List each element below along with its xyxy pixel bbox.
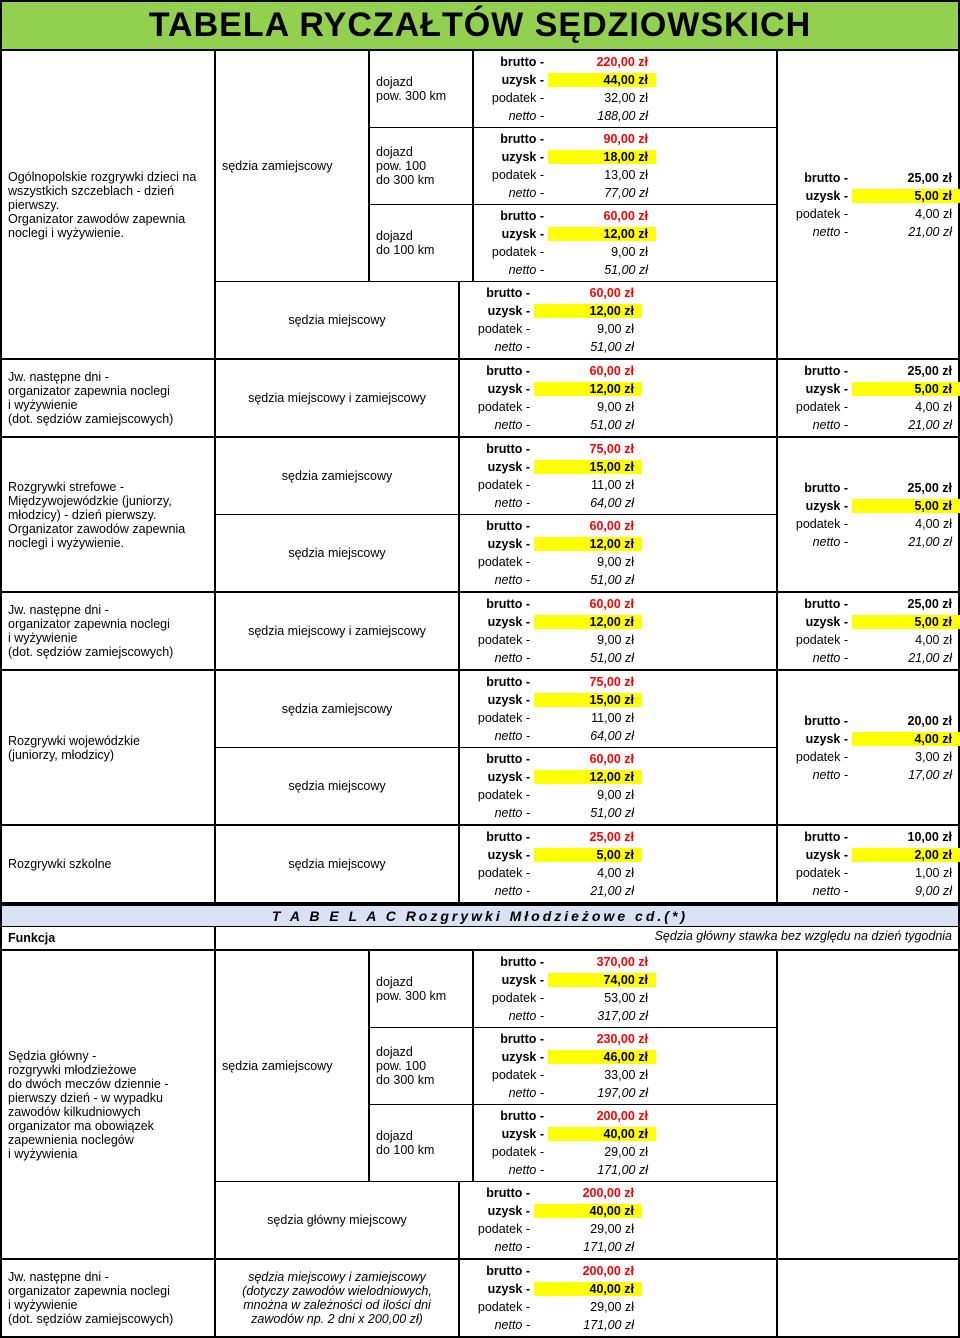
fee-block: brutto -200,00 zł uzysk -40,00 zł podate… <box>460 1260 776 1336</box>
main-title: TABELA RYCZAŁTÓW SĘDZIOWSKICH <box>2 2 958 51</box>
sub-header: Funkcja Sędzia główny stawka bez względu… <box>2 927 958 951</box>
right-fee: brutto -25,00 zł uzysk -5,00 zł podatek … <box>776 360 958 436</box>
table-row: Jw. następne dni - organizator zapewnia … <box>2 593 958 671</box>
row-desc: Rozgrywki szkolne <box>2 826 216 902</box>
table-row: Rozgrywki szkolne sędzia miejscowy brutt… <box>2 826 958 904</box>
section-header: T A B E L A C Rozgrywki Młodzieżowe cd.(… <box>2 904 958 927</box>
fee-block: brutto -60,00 zł uzysk -12,00 zł podatek… <box>474 205 776 281</box>
right-fee <box>776 951 958 1258</box>
ref-type: sędzia miejscowy <box>216 826 460 902</box>
distance: dojazd pow. 300 km <box>370 51 474 127</box>
right-fee: brutto -20,00 zł uzysk -4,00 zł podatek … <box>776 671 958 824</box>
ref-type: sędzia zamiejscowy <box>216 51 370 281</box>
distance: dojazd pow. 300 km <box>370 951 474 1027</box>
fee-block: brutto -75,00 zł uzysk -15,00 zł podatek… <box>460 438 776 514</box>
fee-block: brutto -200,00 zł uzysk -40,00 zł podate… <box>474 1105 776 1181</box>
table-row: Ogólnopolskie rozgrywki dzieci na wszyst… <box>2 51 958 360</box>
ref-type: sędzia miejscowy <box>216 515 460 591</box>
right-fee: brutto -25,00 zł uzysk -5,00 zł podatek … <box>776 51 958 358</box>
row-desc: Sędzia główny - rozgrywki młodzieżowe do… <box>2 951 216 1258</box>
ref-type: sędzia zamiejscowy <box>216 951 370 1181</box>
table-row: Jw. następne dni - organizator zapewnia … <box>2 1260 958 1336</box>
funkcja-label: Funkcja <box>2 927 216 949</box>
ref-type: sędzia miejscowy <box>216 282 460 358</box>
row-desc: Ogólnopolskie rozgrywki dzieci na wszyst… <box>2 51 216 358</box>
right-fee <box>776 1260 958 1336</box>
distance: dojazd do 100 km <box>370 1105 474 1181</box>
right-fee: brutto -10,00 zł uzysk -2,00 zł podatek … <box>776 826 958 902</box>
distance: dojazd do 100 km <box>370 205 474 281</box>
ref-type: sędzia zamiejscowy <box>216 671 460 747</box>
row-desc: Rozgrywki wojewódzkie (juniorzy, młodzic… <box>2 671 216 824</box>
fee-block: brutto -200,00 zł uzysk -40,00 zł podate… <box>460 1182 776 1258</box>
ref-type: sędzia główny miejscowy <box>216 1182 460 1258</box>
ref-type: sędzia miejscowy i zamiejscowy <box>216 360 460 436</box>
right-fee: brutto -25,00 zł uzysk -5,00 zł podatek … <box>776 438 958 591</box>
fee-block: brutto -60,00 zł uzysk -12,00 zł podatek… <box>460 593 776 669</box>
fee-block: brutto -60,00 zł uzysk -12,00 zł podatek… <box>460 748 776 824</box>
right-fee: brutto -25,00 zł uzysk -5,00 zł podatek … <box>776 593 958 669</box>
fee-block: brutto -25,00 zł uzysk -5,00 zł podatek … <box>460 826 776 902</box>
fee-block: brutto -75,00 zł uzysk -15,00 zł podatek… <box>460 671 776 747</box>
table-row: Rozgrywki strefowe - Międzywojewódzkie (… <box>2 438 958 593</box>
ref-type: sędzia miejscowy <box>216 748 460 824</box>
fee-block: brutto -220,00 zł uzysk -44,00 zł podate… <box>474 51 776 127</box>
main-table: Ogólnopolskie rozgrywki dzieci na wszyst… <box>2 51 958 1336</box>
distance: dojazd pow. 100 do 300 km <box>370 128 474 204</box>
ref-type: sędzia miejscowy i zamiejscowy <box>216 593 460 669</box>
subheader-text: Sędzia główny stawka bez względu na dzie… <box>216 927 958 949</box>
row-desc: Jw. następne dni - organizator zapewnia … <box>2 1260 216 1336</box>
table-row: Rozgrywki wojewódzkie (juniorzy, młodzic… <box>2 671 958 826</box>
ref-type: sędzia miejscowy i zamiejscowy (dotyczy … <box>216 1260 460 1336</box>
page: TABELA RYCZAŁTÓW SĘDZIOWSKICH Ogólnopols… <box>0 0 960 1338</box>
row-desc: Jw. następne dni - organizator zapewnia … <box>2 360 216 436</box>
fee-block: brutto -60,00 zł uzysk -12,00 zł podatek… <box>460 515 776 591</box>
fee-block: brutto -60,00 zł uzysk -12,00 zł podatek… <box>460 282 776 358</box>
fee-block: brutto -370,00 zł uzysk -74,00 zł podate… <box>474 951 776 1027</box>
table-row: Jw. następne dni - organizator zapewnia … <box>2 360 958 438</box>
row-desc: Rozgrywki strefowe - Międzywojewódzkie (… <box>2 438 216 591</box>
table-row: Sędzia główny - rozgrywki młodzieżowe do… <box>2 951 958 1260</box>
row-desc: Jw. następne dni - organizator zapewnia … <box>2 593 216 669</box>
distance: dojazd pow. 100 do 300 km <box>370 1028 474 1104</box>
fee-block: brutto -90,00 zł uzysk -18,00 zł podatek… <box>474 128 776 204</box>
fee-block: brutto -230,00 zł uzysk -46,00 zł podate… <box>474 1028 776 1104</box>
ref-type: sędzia zamiejscowy <box>216 438 460 514</box>
fee-block: brutto -60,00 zł uzysk -12,00 zł podatek… <box>460 360 776 436</box>
